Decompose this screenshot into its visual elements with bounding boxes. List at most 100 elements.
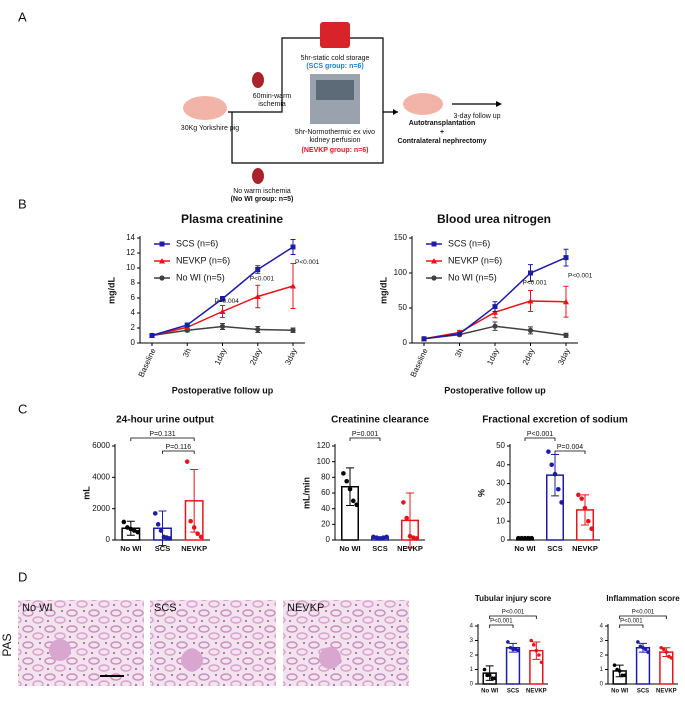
p-value: P<0.001 [568, 272, 593, 279]
data-point [661, 647, 666, 651]
y-tick-label: 4 [600, 624, 604, 630]
data-point [490, 676, 495, 680]
x-tick-label: SCS [637, 689, 649, 695]
data-point [135, 529, 141, 535]
comparison-bracket [489, 624, 514, 628]
error-bar [485, 665, 494, 681]
y-tick-label: 4 [131, 308, 136, 317]
scs-label: 5hr-static cold storage [301, 55, 370, 62]
x-tick-label: No WI [339, 544, 360, 553]
data-point [669, 656, 674, 660]
marker [149, 333, 155, 338]
y-tick-label: 50 [398, 303, 407, 312]
y-tick-label: 6000 [92, 441, 110, 450]
data-point [549, 462, 554, 468]
x-tick-label: 3day [556, 347, 571, 367]
y-tick-label: 3 [470, 638, 474, 644]
kidney-icon [252, 72, 264, 88]
marker [254, 293, 261, 299]
data-point [128, 526, 134, 532]
p-value: P=0.004 [215, 298, 240, 305]
data-point [623, 673, 627, 678]
marker [431, 241, 437, 247]
donor-label: 30Kg Yorkshire pig [181, 125, 239, 132]
data-point [516, 535, 521, 541]
y-tick-label: 20 [496, 498, 505, 507]
x-tick-label: SCS [372, 544, 387, 553]
data-point [195, 531, 200, 537]
data-point [579, 496, 584, 501]
y-axis-label: mg/dL [106, 277, 116, 304]
comparison-bracket [619, 615, 667, 619]
data-point [511, 647, 515, 651]
comparison-bracket [489, 615, 537, 619]
x-tick-label: SCS [155, 544, 170, 553]
y-tick-label: 2 [131, 323, 136, 332]
legend-label: NEVKP (n=6) [176, 255, 230, 265]
data-point [188, 518, 193, 524]
x-tick-label: 1day [485, 347, 500, 367]
marker [255, 326, 261, 333]
data-point [167, 536, 173, 541]
y-tick-label: 40 [321, 504, 330, 513]
y-tick-label: 2 [600, 653, 604, 659]
data-point [559, 500, 564, 505]
y-tick-label: 30 [496, 479, 505, 488]
y-tick-label: 0 [501, 535, 506, 544]
marker [527, 327, 534, 333]
marker [527, 298, 534, 304]
ischemia-label: ischemia [258, 101, 286, 108]
data-point [487, 673, 492, 678]
data-point [582, 505, 588, 511]
cooler-icon [320, 22, 350, 48]
x-tick-label: 3h [181, 347, 193, 359]
data-point [519, 535, 524, 541]
chart-title: Tubular injury score [475, 594, 552, 603]
pig-icon [403, 93, 443, 115]
y-tick-label: 10 [126, 263, 135, 272]
x-tick-label: Baseline [137, 346, 158, 378]
x-tick-label: 3h [453, 347, 465, 359]
follow-up-label: 3-day follow up [453, 113, 500, 120]
bar [505, 647, 521, 685]
data-point [152, 511, 158, 516]
data-point [351, 498, 356, 504]
comparison-bracket [162, 450, 195, 454]
x-tick-label: 3day [283, 347, 298, 367]
y-tick-label: 2 [470, 653, 474, 659]
marker [159, 275, 165, 281]
marker [563, 298, 569, 305]
comparison-bracket [619, 624, 644, 628]
marker [421, 336, 427, 342]
x-axis-label: Postoperative follow up [172, 385, 274, 395]
marker [219, 308, 226, 314]
data-point [125, 525, 130, 530]
data-point [586, 518, 591, 524]
y-axis-label: % [476, 489, 486, 497]
nevkp-label: 5hr-Normothermic ex vivo [295, 129, 375, 136]
data-point [620, 673, 625, 678]
image-label: No WI [22, 602, 53, 614]
y-axis-label: mg/dL [378, 277, 388, 304]
comparison-bracket [524, 437, 556, 441]
x-tick-label: NEVKP [397, 544, 423, 553]
panel-label: C [18, 401, 27, 416]
p-value: P<0.001 [620, 619, 643, 625]
chart-title: Inflammation score [606, 594, 680, 603]
data-point [546, 449, 551, 454]
y-tick-label: 6 [131, 293, 136, 302]
data-point [493, 676, 497, 680]
data-point [526, 535, 531, 541]
y-tick-label: 20 [321, 519, 330, 528]
y-tick-label: 0 [106, 535, 111, 544]
arrow-head [393, 109, 398, 115]
y-tick-label: 14 [126, 233, 135, 242]
y-tick-label: 0 [470, 682, 474, 688]
data-point [506, 640, 510, 644]
comparison-bracket [349, 437, 381, 441]
y-axis-label: mL/min [301, 477, 311, 509]
y-tick-label: 120 [317, 441, 331, 450]
data-point [643, 647, 648, 651]
x-tick-label: Baseline [409, 346, 430, 378]
data-point [522, 535, 528, 541]
